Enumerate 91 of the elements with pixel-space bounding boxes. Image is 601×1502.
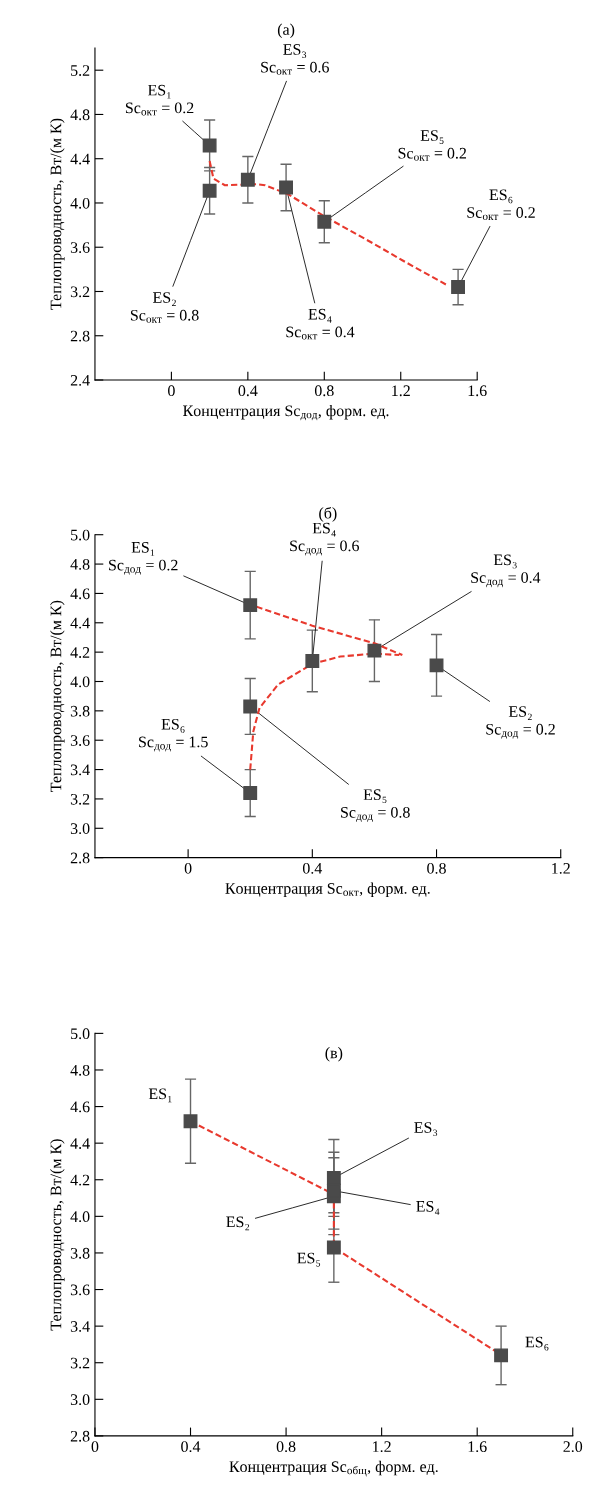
- x-tick-label: 0.8: [314, 385, 334, 397]
- y-tick-label: 3.4: [70, 764, 90, 776]
- annotation: ES₃ Sc$_{окт}$ = 0.6: [261, 44, 329, 75]
- y-tick-label: 3.8: [70, 1247, 90, 1259]
- y-tick-label: 4.0: [70, 676, 90, 688]
- point: [279, 180, 294, 195]
- y-tick-label: 4.4: [70, 153, 90, 165]
- y-tick-label: 2.8: [70, 1430, 90, 1442]
- y-tick-label: 3.6: [70, 242, 90, 253]
- text: (в): [325, 1047, 343, 1062]
- point: [326, 1170, 341, 1185]
- x-tick-label: 0: [184, 862, 192, 874]
- y-tick-label: 3.2: [70, 286, 90, 298]
- y-tick-label: 2.8: [70, 330, 90, 342]
- annotation: ES₅ Sc$_{окт}$ = 0.2: [398, 130, 467, 161]
- y-tick-label: 4.2: [70, 1174, 90, 1186]
- y-tick-label: 3.0: [70, 823, 90, 835]
- annotation: ES₁ Sc$_{окт}$ = 0.2: [125, 84, 194, 116]
- point: [326, 1183, 341, 1198]
- y-tick-label: 2.4: [70, 374, 90, 386]
- annotation: ES₂ Sc$_{дод}$ = 0.2: [486, 706, 555, 739]
- y-tick-label: 2.8: [70, 852, 90, 864]
- annotation: ES₆: [525, 1336, 549, 1351]
- annotation: ES₃ Sc$_{дод}$ = 0.4: [471, 554, 541, 588]
- y-tick-label: 3.8: [70, 705, 90, 717]
- y-axis-title: Теплопроводность, Вт/(м К): [50, 600, 65, 792]
- annotation: ES₆ Sc$_{дод}$ = 1.5: [139, 718, 208, 752]
- point: [202, 138, 217, 153]
- annotation: ES₅ Sc$_{дод}$ = 0.8: [341, 789, 410, 822]
- y-tick-label: 5.2: [71, 65, 90, 76]
- annotation: ES₂ Sc$_{окт}$ = 0.8: [130, 292, 199, 323]
- annotation: ES₃: [414, 1122, 438, 1137]
- y-tick-label: 4.4: [70, 617, 90, 629]
- annotation: ES₁: [148, 1088, 172, 1103]
- y-tick-label: 4.4: [70, 1138, 90, 1149]
- point: [451, 280, 466, 295]
- y-tick-label: 4.0: [70, 197, 90, 209]
- y-tick-label: 4.0: [70, 1211, 90, 1223]
- x-tick-label: 0.4: [181, 1441, 201, 1453]
- point: [240, 172, 255, 187]
- x-tick-label: 1.2: [552, 863, 570, 874]
- y-tick-label: 4.8: [70, 109, 90, 121]
- y-tick-label: 4.6: [70, 1101, 90, 1113]
- point: [243, 699, 258, 714]
- annotation: ES₅: [297, 1252, 321, 1267]
- point: [429, 658, 444, 673]
- y-tick-label: 3.2: [70, 1357, 90, 1369]
- y-tick-label: 4.8: [70, 1064, 90, 1076]
- x-tick-label: 0.8: [427, 862, 446, 874]
- annotation: ES₂: [226, 1216, 250, 1231]
- x-tick-label: 0: [91, 1441, 99, 1453]
- point: [183, 1114, 198, 1129]
- point: [243, 598, 258, 613]
- point: [202, 183, 217, 198]
- y-tick-label: 3.2: [70, 793, 90, 805]
- point: [317, 214, 332, 229]
- y-tick-label: 4.8: [70, 558, 90, 570]
- y-tick-label: 3.6: [70, 735, 90, 746]
- x-tick-label: 0.4: [238, 385, 258, 397]
- x-tick-label: 1.2: [373, 1441, 391, 1453]
- point: [326, 1240, 341, 1255]
- x-axis-title: Концентрация Sc$_{окт}$, форм. ед.: [225, 882, 430, 898]
- x-axis-title: Концентрация Sc$_{общ}$, форм. ед.: [229, 1460, 438, 1477]
- chart-title: (б): [319, 506, 337, 522]
- y-tick-label: 3.6: [70, 1284, 90, 1296]
- y-tick-label: 4.2: [70, 647, 90, 658]
- point: [305, 654, 320, 668]
- y-tick-label: 3.0: [70, 1394, 90, 1406]
- x-tick-label: 1.6: [468, 1441, 487, 1453]
- point: [243, 786, 258, 801]
- point: [367, 643, 382, 658]
- point: [494, 1348, 509, 1363]
- annotation: ES₄ Sc$_{окт}$ = 0.4: [286, 308, 355, 340]
- y-axis-title: Теплопроводность, Вт/(м К): [50, 1139, 65, 1331]
- x-tick-label: 0: [168, 385, 175, 397]
- x-tick-label: 2.0: [563, 1441, 583, 1453]
- y-tick-label: 4.6: [70, 588, 90, 600]
- annotation: ES₁ Sc$_{дод}$ = 0.2: [109, 541, 178, 575]
- x-tick-label: 0.4: [302, 862, 323, 874]
- y-tick-label: 5.0: [71, 1028, 90, 1040]
- y-axis-title: Теплопроводность, Вт/(м К): [50, 118, 65, 310]
- x-tick-label: 1.2: [392, 385, 410, 397]
- y-tick-label: 3.4: [70, 1321, 90, 1332]
- annotation: ES₆ Sc$_{окт}$ = 0.2: [467, 189, 535, 221]
- x-tick-label: 1.6: [468, 385, 487, 397]
- annotation: ES₄ Sc$_{дод}$ = 0.6: [290, 522, 360, 556]
- x-tick-label: 0.8: [276, 1441, 296, 1453]
- y-tick-label: 5.0: [71, 529, 90, 541]
- chart-title: (a): [277, 23, 295, 39]
- x-axis-title: Концентрация Sc$_{дод}$, форм. ед.: [183, 404, 389, 421]
- annotation: ES₄: [416, 1201, 440, 1215]
